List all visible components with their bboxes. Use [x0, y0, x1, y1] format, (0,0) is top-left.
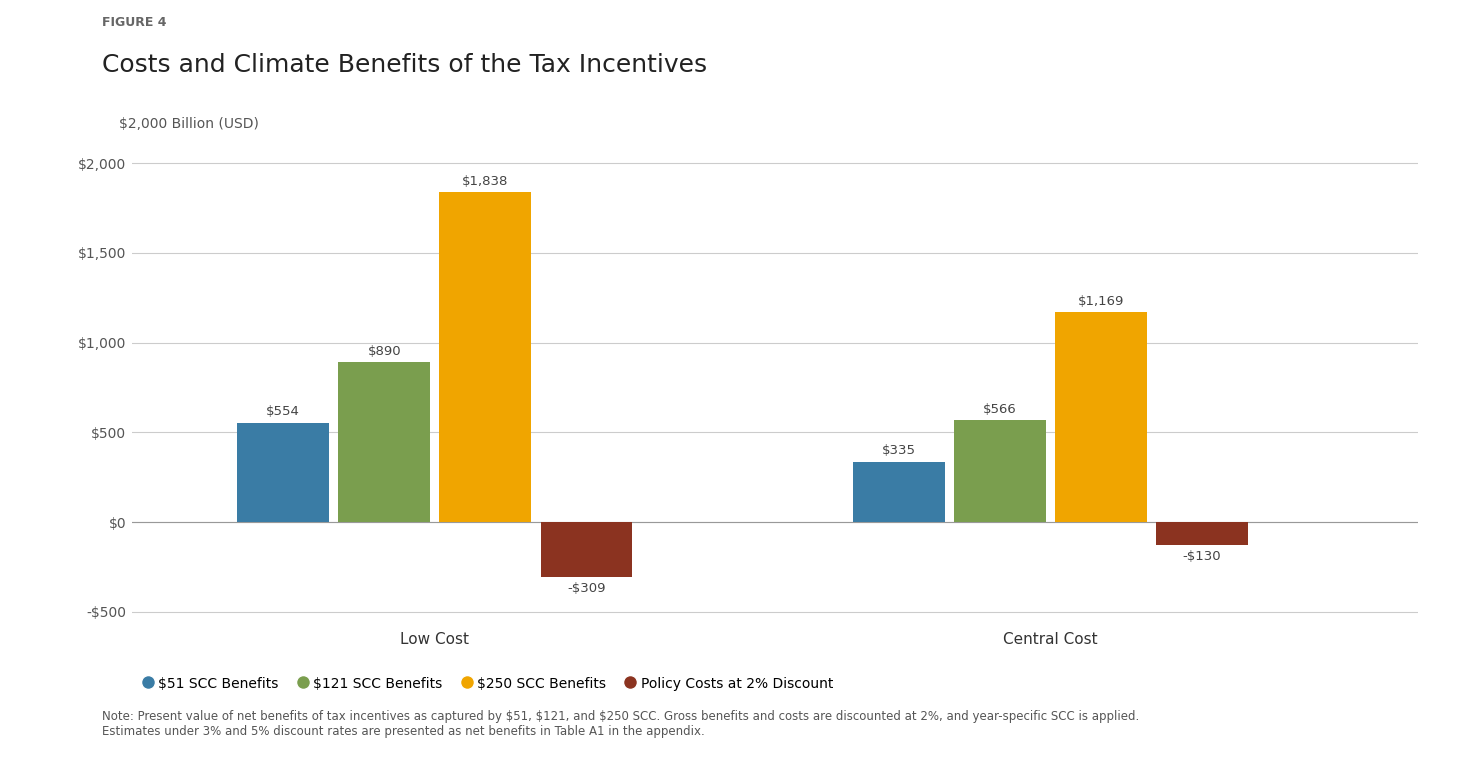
Text: -$130: -$130 — [1183, 550, 1221, 563]
Text: $554: $554 — [266, 405, 300, 418]
Bar — [1056, 313, 1148, 522]
Text: $2,000 Billion (USD): $2,000 Billion (USD) — [118, 117, 259, 132]
Text: $1,169: $1,169 — [1077, 294, 1124, 308]
Text: $566: $566 — [982, 403, 1018, 416]
Bar — [338, 363, 430, 522]
Text: Costs and Climate Benefits of the Tax Incentives: Costs and Climate Benefits of the Tax In… — [102, 53, 708, 77]
Text: -$309: -$309 — [567, 582, 605, 595]
Bar — [440, 192, 531, 522]
Text: FIGURE 4: FIGURE 4 — [102, 17, 167, 30]
Bar — [237, 422, 329, 522]
Legend: $51 SCC Benefits, $121 SCC Benefits, $250 SCC Benefits, Policy Costs at 2% Disco: $51 SCC Benefits, $121 SCC Benefits, $25… — [139, 671, 839, 696]
Text: $890: $890 — [367, 345, 401, 358]
Text: Note: Present value of net benefits of tax incentives as captured by $51, $121, : Note: Present value of net benefits of t… — [102, 710, 1139, 738]
Text: $1,838: $1,838 — [462, 175, 509, 188]
Bar — [1156, 522, 1249, 545]
Bar — [955, 420, 1045, 522]
Text: $335: $335 — [882, 444, 915, 457]
Bar — [852, 462, 944, 522]
Bar — [541, 522, 633, 578]
